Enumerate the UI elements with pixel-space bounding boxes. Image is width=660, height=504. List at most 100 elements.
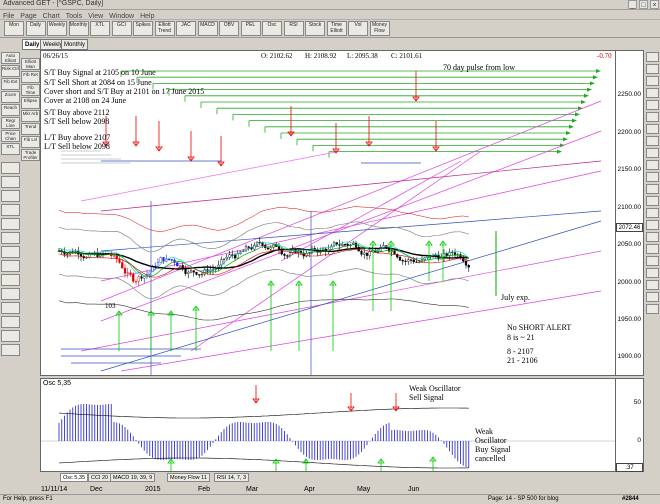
tool-extra-button[interactable] bbox=[1, 162, 20, 174]
right-tool-button[interactable] bbox=[646, 196, 659, 206]
menu-chart[interactable]: Chart bbox=[42, 13, 60, 20]
right-tool-button[interactable] bbox=[646, 244, 659, 254]
tool-fib-lvl-button[interactable]: Fib Lvl bbox=[21, 136, 40, 148]
tool-extra-button[interactable] bbox=[1, 246, 20, 258]
tool-extra-button[interactable] bbox=[1, 274, 20, 286]
tool-price-chan-button[interactable]: Price Chan bbox=[1, 130, 20, 142]
toolbar-daily-button[interactable]: Daily bbox=[25, 21, 46, 36]
right-tool-button[interactable] bbox=[646, 124, 659, 134]
osc-axis: 50 0 .37 bbox=[616, 378, 644, 472]
candle-body bbox=[409, 259, 413, 261]
candle-body bbox=[198, 274, 201, 276]
tab-money-flow[interactable]: Money Flow 11 bbox=[167, 473, 210, 482]
tab-monthly[interactable]: Monthly bbox=[61, 39, 89, 50]
toolbar-xtl-button[interactable]: XTL bbox=[90, 21, 110, 36]
tool-xtl-button[interactable]: XTL bbox=[1, 143, 20, 155]
right-tool-button[interactable] bbox=[646, 64, 659, 74]
fan-line bbox=[280, 160, 462, 262]
right-tool-button[interactable] bbox=[646, 136, 659, 146]
pulse-arrow-head bbox=[572, 118, 577, 123]
band-outer-upper bbox=[58, 206, 469, 232]
tab-osc[interactable]: Osc 5,35 bbox=[60, 473, 89, 482]
tool-reach-button[interactable]: Reach bbox=[1, 104, 20, 116]
menu-window[interactable]: Window bbox=[109, 13, 135, 20]
menu-help[interactable]: Help bbox=[140, 13, 155, 20]
right-tool-button[interactable] bbox=[646, 208, 659, 218]
oscillator-panel[interactable]: Osc 5,35 Weak Oscillator Sell Signal Wea… bbox=[40, 378, 616, 472]
right-tool-button[interactable] bbox=[646, 76, 659, 86]
tool-extra-button[interactable] bbox=[1, 176, 20, 188]
toolbar-rsi-button[interactable]: RSI bbox=[283, 21, 304, 36]
right-tool-button[interactable] bbox=[646, 172, 659, 182]
toolbar-obv-button[interactable]: OBV bbox=[219, 21, 239, 36]
right-tool-button[interactable] bbox=[646, 148, 659, 158]
maximize-button[interactable]: □ bbox=[639, 0, 648, 9]
toolbar-gci-button[interactable]: GCI bbox=[111, 21, 132, 36]
toolbar-macd-button[interactable]: MACD bbox=[197, 21, 218, 36]
toolbar-elliott-trend-button[interactable]: Elliott Trend bbox=[154, 21, 175, 36]
toolbar-monthly-button[interactable]: Monthly bbox=[68, 21, 89, 36]
tool-trade-profiler-button[interactable]: Trade Profiler bbox=[21, 149, 40, 161]
toolbar-money-flow-button[interactable]: Money Flow bbox=[369, 21, 390, 36]
toolbar-time-elliott-button[interactable]: Time Elliott bbox=[326, 21, 347, 36]
tool-auto-elliott-button[interactable]: Auto Elliott bbox=[1, 52, 20, 64]
toolbar-spikes-button[interactable]: Spikes bbox=[133, 21, 153, 36]
minimize-button[interactable]: _ bbox=[628, 0, 637, 9]
tab-macd[interactable]: MACD 19, 39, 9 bbox=[110, 473, 156, 482]
x-tick-2015: 2015 bbox=[145, 486, 161, 493]
right-tool-button[interactable] bbox=[646, 292, 659, 302]
tool-extra-button[interactable] bbox=[1, 302, 20, 314]
menu-file[interactable]: File bbox=[3, 13, 15, 20]
x-tick-feb: Feb bbox=[198, 486, 211, 493]
right-tool-button[interactable] bbox=[646, 232, 659, 242]
osc-sell-head bbox=[252, 398, 260, 404]
right-tool-button[interactable] bbox=[646, 112, 659, 122]
price-chart[interactable]: 06/26/15 O: 2102.62 H: 2108.92 L: 2095.3… bbox=[40, 50, 616, 376]
tool-elliott-man-button[interactable]: Elliott Man bbox=[21, 58, 40, 70]
tool-risk-ctrl-button[interactable]: Risk Ctrl bbox=[1, 65, 20, 77]
tool-regr-line-button[interactable]: Regr Line bbox=[1, 117, 20, 129]
candle-body bbox=[407, 259, 410, 262]
tool-extra-button[interactable] bbox=[1, 218, 20, 230]
menu-page[interactable]: Page bbox=[20, 13, 37, 20]
right-tool-button[interactable] bbox=[646, 268, 659, 278]
toolbar-weekly-button[interactable]: Weekly bbox=[47, 21, 67, 36]
right-tool-button[interactable] bbox=[646, 256, 659, 266]
tool-fib-ext-button[interactable]: Fib Ext bbox=[1, 78, 20, 90]
toolbar-osc-button[interactable]: Osc bbox=[262, 21, 282, 36]
tool-extra-button[interactable] bbox=[1, 232, 20, 244]
toolbar-vol-button[interactable]: Vol bbox=[348, 21, 368, 36]
right-tool-button[interactable] bbox=[646, 220, 659, 230]
right-tool-button[interactable] bbox=[646, 184, 659, 194]
tool-fib-time-button[interactable]: Fib Time bbox=[21, 84, 40, 96]
right-tool-button[interactable] bbox=[646, 100, 659, 110]
tab-rsi[interactable]: RSI 14, 7, 3 bbox=[214, 473, 250, 482]
tool-fib-ret-button[interactable]: Fib Ret bbox=[21, 71, 40, 83]
toolbar-stock-button[interactable]: Stock bbox=[305, 21, 325, 36]
tool-trend-button[interactable]: Trend bbox=[21, 123, 40, 135]
candle-body bbox=[398, 256, 402, 261]
tool-extra-button[interactable] bbox=[1, 190, 20, 202]
tool-extra-button[interactable] bbox=[1, 330, 20, 342]
right-tool-button[interactable] bbox=[646, 304, 659, 314]
toolbar-pel-button[interactable]: PEL bbox=[240, 21, 261, 36]
menu-tools[interactable]: Tools bbox=[65, 13, 83, 20]
right-tool-button[interactable] bbox=[646, 280, 659, 290]
right-tool-button[interactable] bbox=[646, 88, 659, 98]
tool-extra-button[interactable] bbox=[1, 316, 20, 328]
tool-extra-button[interactable] bbox=[1, 344, 20, 356]
osc-lower-band bbox=[58, 457, 469, 469]
close-button[interactable]: × bbox=[650, 0, 659, 9]
toolbar-jac-button[interactable]: JAC bbox=[176, 21, 196, 36]
toolbar-mon-button[interactable]: Mon bbox=[4, 21, 24, 36]
tab-cci[interactable]: CCI 20 bbox=[88, 473, 112, 482]
right-tool-button[interactable] bbox=[646, 52, 659, 62]
right-tool-button[interactable] bbox=[646, 160, 659, 170]
tool-extra-button[interactable] bbox=[1, 288, 20, 300]
menu-view[interactable]: View bbox=[88, 13, 104, 20]
tool-extra-button[interactable] bbox=[1, 260, 20, 272]
tool-zoom-button[interactable]: Zoom bbox=[1, 91, 20, 103]
tool-mkr-arb-button[interactable]: Mkr Arb bbox=[21, 110, 40, 122]
tool-ellipse-button[interactable]: Ellipse bbox=[21, 97, 40, 109]
tool-extra-button[interactable] bbox=[1, 204, 20, 216]
